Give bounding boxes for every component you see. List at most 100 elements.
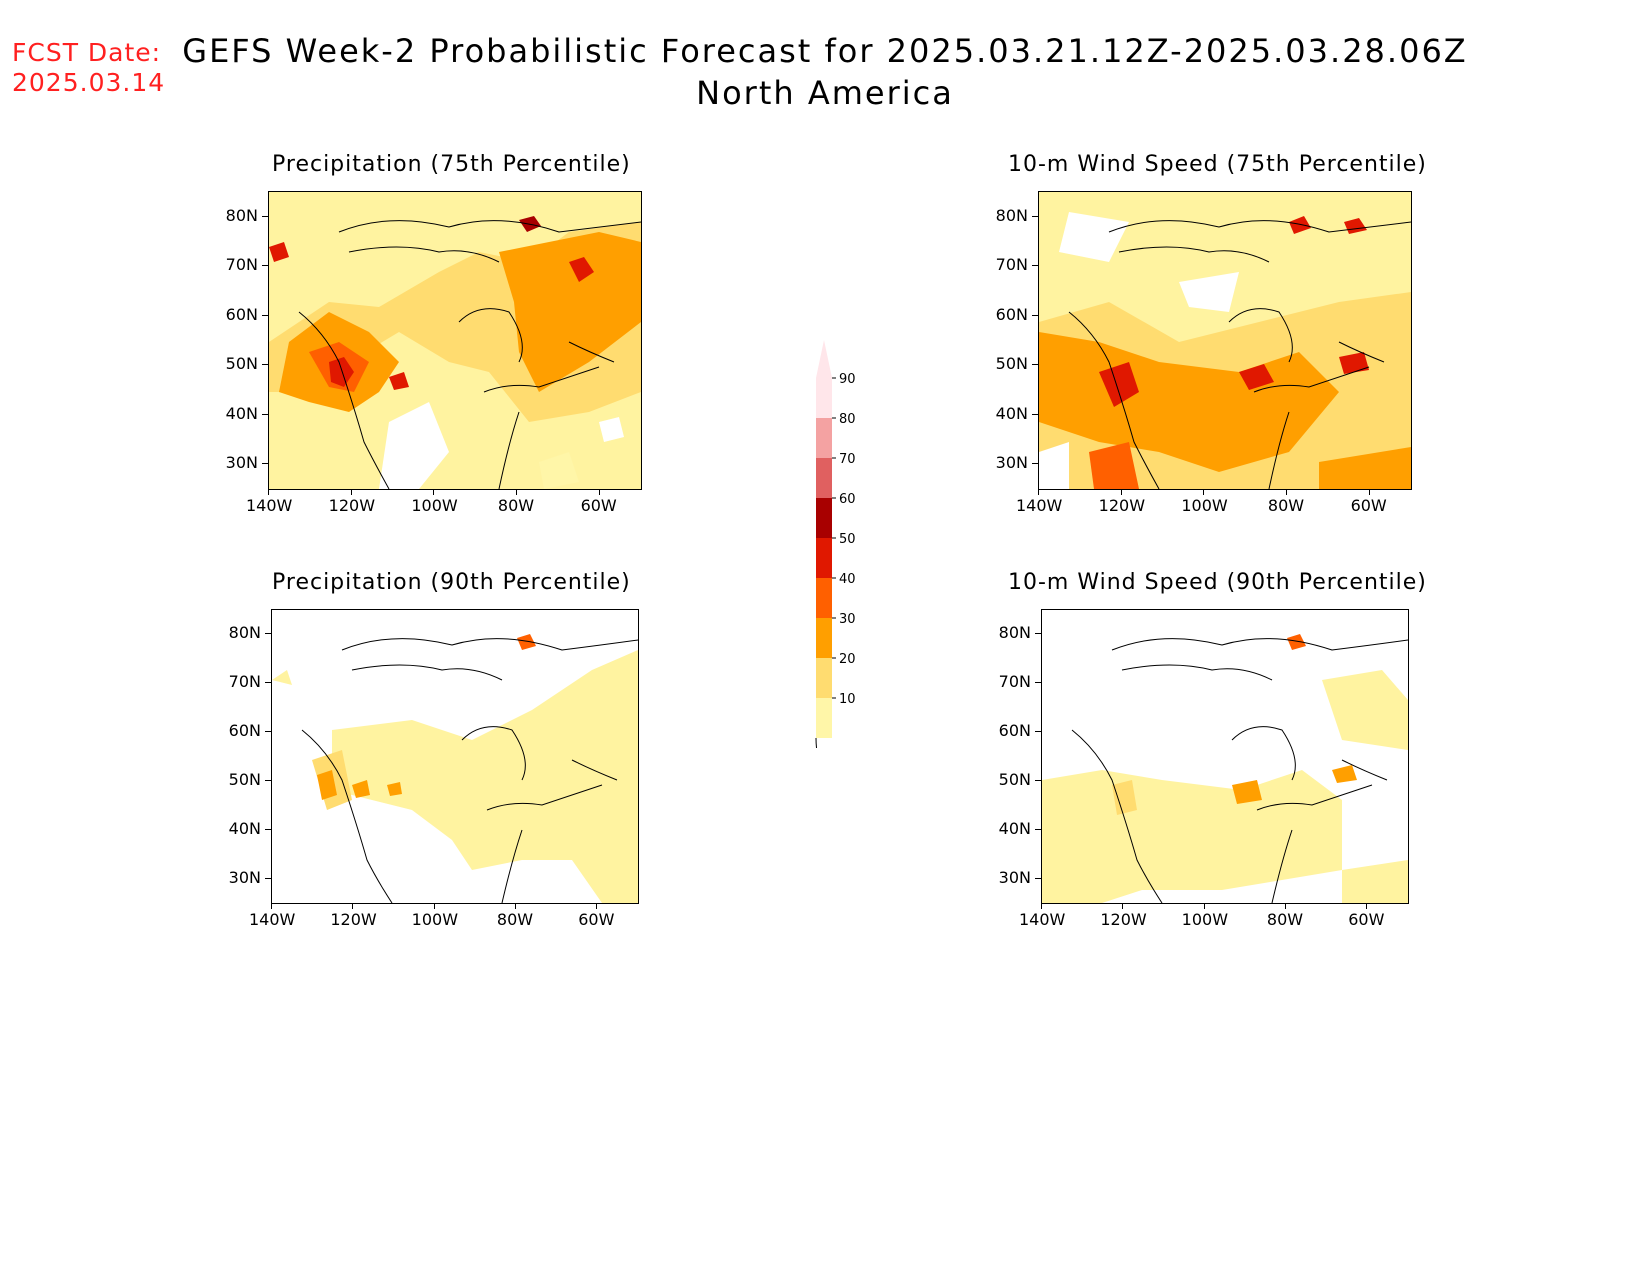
- lon-tick-label: 60W: [1350, 496, 1387, 515]
- lon-tick-mark: [1203, 903, 1205, 909]
- panel-title-precip90: Precipitation (90th Percentile): [272, 570, 631, 595]
- lon-tick-label: 80W: [496, 910, 534, 929]
- forecast-date-label: FCST Date:: [12, 38, 162, 67]
- lat-tick-label: 30N: [995, 453, 1028, 473]
- title-line-1: GEFS Week-2 Probabilistic Forecast for 2…: [182, 32, 1468, 70]
- lon-tick-label: 140W: [249, 910, 296, 929]
- colorbar-segment: [816, 658, 832, 698]
- lat-tick-label: 70N: [228, 672, 261, 692]
- map-panel-wind90: [1041, 609, 1409, 904]
- colorbar-segment: [816, 538, 832, 578]
- map-precip90: [272, 610, 638, 903]
- colorbar-label: 20: [839, 652, 856, 667]
- title-line-2: North America: [696, 74, 954, 112]
- map-wind75: [1039, 192, 1411, 489]
- lon-tick-mark: [271, 903, 272, 909]
- lon-tick-mark: [596, 903, 598, 909]
- lat-tick-mark: [1035, 779, 1041, 781]
- lon-tick-mark: [1041, 903, 1042, 909]
- lon-tick-mark: [1203, 489, 1205, 495]
- lat-tick-label: 60N: [225, 304, 258, 324]
- lon-tick-label: 120W: [328, 496, 376, 515]
- lat-tick-mark: [1032, 215, 1038, 217]
- lat-tick-mark: [262, 364, 268, 366]
- lat-tick-mark: [1032, 314, 1038, 316]
- lat-tick-label: 30N: [228, 867, 261, 887]
- lon-tick-mark: [1368, 489, 1370, 495]
- lat-tick-mark: [1032, 413, 1038, 415]
- lat-tick-label: 40N: [225, 403, 258, 423]
- lat-tick-mark: [1035, 731, 1041, 733]
- lat-tick-mark: [1035, 633, 1041, 635]
- colorbar-segment: [816, 578, 832, 618]
- lat-tick-mark: [262, 463, 268, 465]
- colorbar-label: 70: [839, 452, 856, 467]
- lon-tick-label: 140W: [246, 496, 293, 515]
- colorbar-segment: [816, 498, 832, 538]
- lat-tick-mark: [1035, 828, 1041, 830]
- lat-tick-label: 40N: [995, 403, 1028, 423]
- lat-tick-mark: [1032, 265, 1038, 267]
- lon-tick-mark: [1038, 489, 1039, 495]
- map-panel-wind75: [1038, 191, 1412, 490]
- lon-tick-mark: [1122, 903, 1124, 909]
- lat-tick-mark: [265, 779, 271, 781]
- lon-tick-label: 100W: [1181, 910, 1229, 929]
- lon-tick-label: 120W: [330, 910, 377, 929]
- lat-tick-mark: [262, 413, 268, 415]
- colorbar-segment: [816, 698, 832, 738]
- lat-tick-label: 60N: [995, 304, 1028, 324]
- lat-tick-mark: [265, 731, 271, 733]
- lon-tick-label: 100W: [411, 910, 459, 929]
- lon-tick-mark: [516, 489, 517, 495]
- lon-tick-mark: [433, 489, 435, 495]
- map-precip75: [269, 192, 641, 489]
- lon-tick-label: 120W: [1098, 496, 1146, 515]
- lon-tick-mark: [598, 489, 600, 495]
- lon-tick-label: 80W: [1267, 496, 1305, 515]
- colorbar-bottom-arrow: [815, 737, 825, 777]
- colorbar-segment: [816, 418, 832, 458]
- lat-tick-mark: [262, 265, 268, 267]
- panel-title-wind90: 10-m Wind Speed (90th Percentile): [1008, 570, 1427, 595]
- lat-tick-mark: [1032, 364, 1038, 366]
- lat-tick-mark: [1035, 877, 1041, 879]
- lat-tick-label: 60N: [998, 721, 1031, 741]
- lat-tick-label: 60N: [228, 721, 261, 741]
- lon-tick-label: 100W: [1181, 496, 1228, 515]
- colorbar-segment: [816, 458, 832, 498]
- lat-tick-label: 70N: [995, 255, 1028, 275]
- colorbar-label: 50: [839, 532, 856, 547]
- page-title: GEFS Week-2 Probabilistic Forecast for 2…: [0, 30, 1650, 114]
- lon-tick-mark: [1366, 903, 1368, 909]
- colorbar-label: 80: [839, 412, 856, 427]
- lon-tick-label: 60W: [580, 496, 617, 515]
- lon-tick-mark: [268, 489, 269, 495]
- lon-tick-label: 120W: [1100, 910, 1147, 929]
- lat-tick-label: 50N: [225, 354, 258, 374]
- lat-tick-label: 80N: [995, 205, 1028, 225]
- lat-tick-label: 50N: [228, 769, 261, 789]
- lon-tick-mark: [1285, 903, 1286, 909]
- lat-tick-label: 40N: [998, 818, 1031, 838]
- lon-tick-mark: [1120, 489, 1122, 495]
- lon-tick-label: 100W: [411, 496, 458, 515]
- colorbar-label: 90: [839, 372, 856, 387]
- colorbar-label: 60: [839, 492, 856, 507]
- lat-tick-label: 70N: [998, 672, 1031, 692]
- lat-tick-label: 50N: [995, 354, 1028, 374]
- map-panel-precip90: [271, 609, 639, 904]
- lat-tick-mark: [262, 215, 268, 217]
- lat-tick-mark: [262, 314, 268, 316]
- lat-tick-label: 80N: [228, 623, 261, 643]
- lat-tick-mark: [265, 633, 271, 635]
- lat-tick-label: 30N: [998, 867, 1031, 887]
- colorbar-label: 10: [839, 692, 856, 707]
- lat-tick-mark: [265, 682, 271, 684]
- forecast-date: FCST Date: 2025.03.14: [12, 38, 165, 98]
- lat-tick-label: 50N: [998, 769, 1031, 789]
- lon-tick-label: 140W: [1019, 910, 1066, 929]
- lon-tick-mark: [350, 489, 352, 495]
- lat-tick-mark: [1032, 463, 1038, 465]
- colorbar-svg: 90 80 70 60 50 40 30 20 10: [815, 340, 856, 777]
